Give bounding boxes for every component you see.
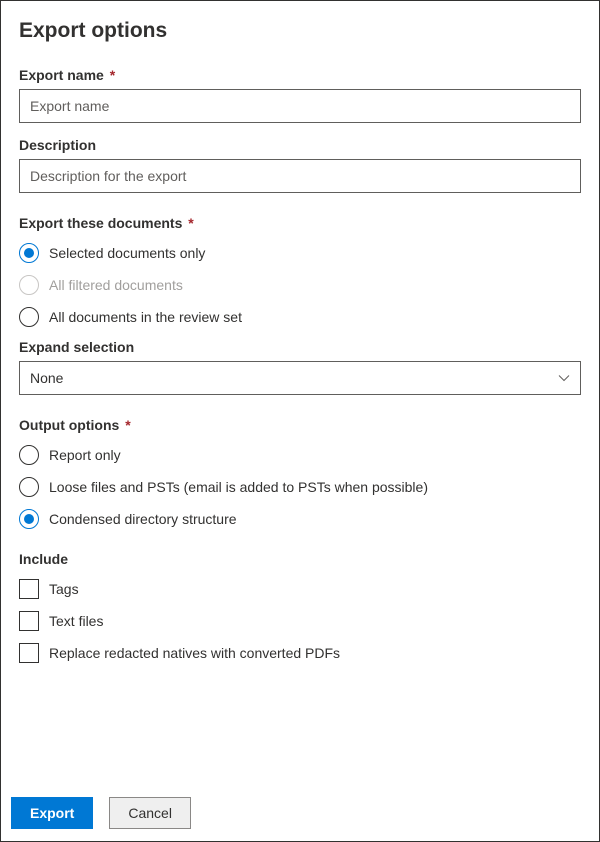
radio-label: All documents in the review set	[49, 309, 242, 325]
radio-label: Selected documents only	[49, 245, 205, 261]
expand-selection-value: None	[30, 370, 63, 386]
output-options-label: Output options *	[19, 417, 581, 433]
radio-icon	[19, 307, 39, 327]
checkbox-label: Replace redacted natives with converted …	[49, 645, 340, 661]
radio-label: Loose files and PSTs (email is added to …	[49, 479, 428, 495]
checkbox-icon	[19, 579, 39, 599]
chevron-down-icon	[558, 372, 570, 384]
radio-report-only[interactable]: Report only	[19, 445, 581, 465]
radio-all-filtered-documents: All filtered documents	[19, 275, 581, 295]
description-input[interactable]	[19, 159, 581, 193]
required-asterisk: *	[110, 67, 115, 83]
radio-loose-files-and-psts[interactable]: Loose files and PSTs (email is added to …	[19, 477, 581, 497]
export-name-label: Export name *	[19, 67, 581, 83]
radio-all-documents-in-review-set[interactable]: All documents in the review set	[19, 307, 581, 327]
export-options-panel: Export options Export name * Description…	[0, 0, 600, 842]
radio-label: All filtered documents	[49, 277, 183, 293]
radio-icon	[19, 509, 39, 529]
checkbox-icon	[19, 611, 39, 631]
checkbox-label: Text files	[49, 613, 103, 629]
radio-icon	[19, 445, 39, 465]
export-docs-label: Export these documents *	[19, 215, 581, 231]
expand-selection-dropdown[interactable]: None	[19, 361, 581, 395]
export-docs-label-text: Export these documents	[19, 215, 182, 231]
radio-condensed-directory-structure[interactable]: Condensed directory structure	[19, 509, 581, 529]
description-label: Description	[19, 137, 581, 153]
checkbox-replace-redacted-natives[interactable]: Replace redacted natives with converted …	[19, 643, 581, 663]
cancel-button[interactable]: Cancel	[109, 797, 191, 829]
page-title: Export options	[19, 19, 581, 43]
checkbox-text-files[interactable]: Text files	[19, 611, 581, 631]
radio-label: Condensed directory structure	[49, 511, 237, 527]
checkbox-icon	[19, 643, 39, 663]
radio-icon	[19, 243, 39, 263]
include-label: Include	[19, 551, 581, 567]
export-name-field: Export name *	[19, 67, 581, 123]
required-asterisk: *	[125, 417, 130, 433]
description-field: Description	[19, 137, 581, 193]
radio-icon	[19, 477, 39, 497]
export-name-input[interactable]	[19, 89, 581, 123]
checkbox-label: Tags	[49, 581, 79, 597]
radio-selected-documents-only[interactable]: Selected documents only	[19, 243, 581, 263]
export-button[interactable]: Export	[11, 797, 93, 829]
footer-buttons: Export Cancel	[11, 797, 191, 829]
required-asterisk: *	[188, 215, 193, 231]
radio-label: Report only	[49, 447, 121, 463]
expand-selection-label: Expand selection	[19, 339, 581, 355]
export-name-label-text: Export name	[19, 67, 104, 83]
radio-icon	[19, 275, 39, 295]
output-options-label-text: Output options	[19, 417, 119, 433]
checkbox-tags[interactable]: Tags	[19, 579, 581, 599]
